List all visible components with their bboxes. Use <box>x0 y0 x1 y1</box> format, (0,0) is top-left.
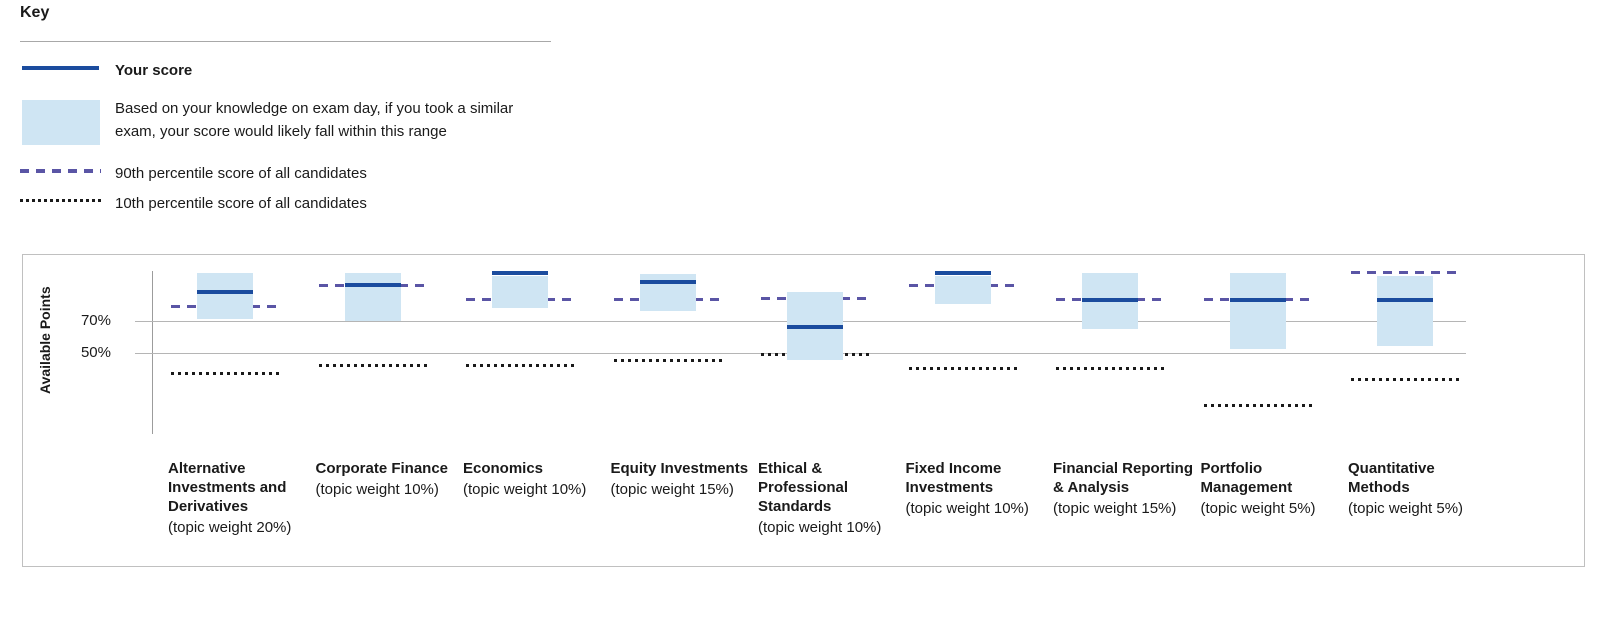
topic-name: Quantitative Methods <box>1348 460 1435 496</box>
p10-percentile-line <box>1203 403 1312 407</box>
p10-percentile-line <box>613 359 722 362</box>
your-score-line <box>787 324 843 329</box>
score-range-band <box>934 275 991 305</box>
score-range-band <box>344 272 401 321</box>
topic-weight: (topic weight 5%) <box>1348 500 1464 517</box>
topic-weight: (topic weight 10%) <box>315 481 439 498</box>
topic-weight: (topic weight 5%) <box>1200 500 1316 517</box>
topic-label: Portfolio Management (topic weight 5%) <box>1201 459 1343 518</box>
your-score-line <box>639 280 696 285</box>
topic-name: Alternative Investments and Derivatives <box>168 460 287 515</box>
topic-weight: (topic weight 15%) <box>610 481 734 498</box>
your-score-label: Your score <box>115 62 193 79</box>
topic-performance-chart: Available Points 70% 50% Alternative Inves… <box>22 254 1585 567</box>
score-range-band <box>197 272 253 319</box>
topic-label: Financial Reporting & Analysis (topic wei… <box>1053 459 1195 518</box>
topic-name: Corporate Finance <box>315 460 449 477</box>
topic-label: Economics (topic weight 10%) <box>463 459 605 499</box>
topic-weight: (topic weight 15%) <box>1053 500 1177 517</box>
p90-percentile-line <box>1351 271 1459 274</box>
p10-label: 10th percentile score of all candidates <box>115 195 367 212</box>
score-range-band <box>1229 272 1286 350</box>
topic-label: Quantitative Methods (topic weight 5%) <box>1348 459 1490 518</box>
tick-label-70: 70% <box>80 312 111 329</box>
p10-percentile-line <box>1056 367 1164 370</box>
score-range-label: Based on your knowledge on exam day, if … <box>115 100 514 140</box>
topic-weight: (topic weight 10%) <box>758 519 882 536</box>
your-score-line <box>492 270 548 275</box>
p10-percentile-line <box>908 367 1017 370</box>
p90-dashed-line-swatch <box>20 169 101 173</box>
topic-label: Ethical & Professional Standards (topic w… <box>758 459 900 537</box>
score-range-band <box>492 275 548 308</box>
your-score-line <box>1377 297 1433 302</box>
your-score-line <box>197 289 253 294</box>
key-title: Key <box>20 4 50 21</box>
topic-name: Portfolio Management <box>1200 460 1293 496</box>
topic-weight: (topic weight 20%) <box>168 519 292 536</box>
topic-label: Fixed Income Investments (topic weight 10… <box>906 459 1048 518</box>
p10-percentile-line <box>318 363 427 367</box>
topic-label: Alternative Investments and Derivatives (… <box>168 459 310 537</box>
score-range-box-swatch <box>22 100 100 145</box>
y-axis-title: Available Points <box>37 286 53 395</box>
topic-weight: (topic weight 10%) <box>463 481 587 498</box>
topic-label: Equity Investments (topic weight 15%) <box>611 459 753 499</box>
topic-name: Financial Reporting & Analysis <box>1053 460 1194 496</box>
your-score-line <box>1229 297 1286 302</box>
key-divider <box>20 41 551 42</box>
your-score-line <box>1082 297 1138 302</box>
topic-name: Economics <box>463 460 544 477</box>
p10-percentile-line <box>466 363 574 367</box>
topic-label: Corporate Finance (topic weight 10%) <box>316 459 458 499</box>
p90-label: 90th percentile score of all candidates <box>115 165 367 182</box>
score-range-band <box>1377 275 1433 347</box>
topic-name: Fixed Income Investments <box>905 460 1002 496</box>
tick-label-50: 50% <box>80 344 111 361</box>
p10-percentile-line <box>1351 378 1459 382</box>
p10-percentile-line <box>171 371 279 375</box>
your-score-line <box>344 283 401 288</box>
topic-weight: (topic weight 10%) <box>905 500 1029 517</box>
your-score-line-swatch <box>22 66 99 70</box>
topic-name: Equity Investments <box>610 460 749 477</box>
your-score-line <box>934 270 991 275</box>
p10-dotted-line-swatch <box>20 199 101 202</box>
topic-name: Ethical & Professional Standards <box>758 460 849 515</box>
